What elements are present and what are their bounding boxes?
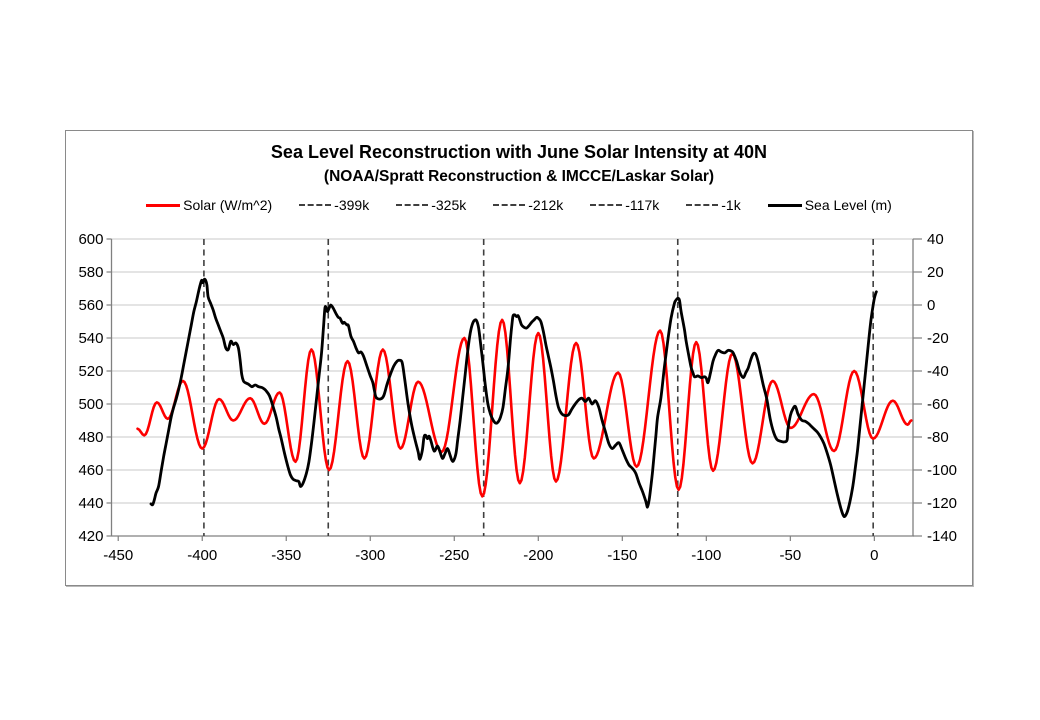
legend-label: -399k <box>334 197 370 213</box>
y-left-tick-label: 580 <box>78 264 103 281</box>
y-right-tick-label: 20 <box>927 264 944 281</box>
y-right-tick-label: 0 <box>927 297 935 314</box>
legend-dash-key-icon <box>396 204 429 206</box>
x-tick-label: -350 <box>271 547 301 564</box>
y-left-tick-label: 420 <box>78 528 103 545</box>
legend-line-key-icon <box>146 203 181 207</box>
solar-line <box>136 318 913 498</box>
legend-label: Sea Level (m) <box>804 197 892 213</box>
x-tick-label: -300 <box>355 547 385 564</box>
legend-label: -117k <box>625 197 660 213</box>
x-tick-label: -250 <box>439 547 469 564</box>
x-tick-label: -100 <box>691 547 721 564</box>
chart-subtitle: (NOAA/Spratt Reconstruction & IMCCE/Lask… <box>323 168 715 185</box>
x-tick-label: -200 <box>523 547 553 564</box>
x-tick-label: -400 <box>187 547 217 564</box>
legend-item-4: -117k <box>590 197 659 213</box>
y-left-tick-label: 560 <box>78 297 103 314</box>
y-left-tick-label: 480 <box>78 429 103 446</box>
y-right-tick-label: -80 <box>927 429 949 446</box>
legend-item-3: -212k <box>493 197 563 213</box>
y-left-tick-label: 500 <box>78 396 103 413</box>
y-left-tick-label: 540 <box>78 330 103 347</box>
legend-item-5: -1k <box>686 197 741 213</box>
chart: Sea Level Reconstruction with June Solar… <box>65 130 973 586</box>
legend-item-0: Solar (W/m^2) <box>146 197 272 213</box>
y-right-tick-label: -120 <box>927 495 957 512</box>
x-tick-label: -50 <box>779 547 801 564</box>
chart-title: Sea Level Reconstruction with June Solar… <box>270 142 768 162</box>
y-left-tick-label: 600 <box>78 231 103 248</box>
legend-item-2: -325k <box>396 197 466 213</box>
legend-dash-key-icon <box>590 204 623 206</box>
legend-dash-key-icon <box>686 204 719 206</box>
x-tick-label: -150 <box>607 547 637 564</box>
legend-label: Solar (W/m^2) <box>183 197 273 213</box>
y-right-tick-label: -60 <box>927 396 949 413</box>
y-right-tick-label: -20 <box>927 330 949 347</box>
legend-label: -1k <box>721 197 741 213</box>
legend-line-key-icon <box>767 203 802 207</box>
y-right-tick-label: -100 <box>927 462 957 479</box>
y-left-tick-label: 440 <box>78 495 103 512</box>
sea-level-line <box>149 277 878 518</box>
legend-dash-key-icon <box>493 204 526 206</box>
legend-label: -325k <box>431 197 467 213</box>
x-tick-label: -450 <box>103 547 133 564</box>
x-tick-label: 0 <box>870 547 878 564</box>
y-left-tick-label: 520 <box>78 363 103 380</box>
plot-svg: 600 580 560 540 520 500 480 460 440 420 40 20 0 -20 -4… <box>78 231 957 564</box>
legend-dash-key-icon <box>299 204 332 206</box>
y-right-tick-label: 40 <box>927 231 944 248</box>
legend-item-6: Sea Level (m) <box>767 197 892 213</box>
y-left-tick-label: 460 <box>78 462 103 479</box>
y-right-tick-label: -40 <box>927 363 949 380</box>
legend: Solar (W/m^2) -399k -325k -212k -117k -1k Sea … <box>66 197 972 213</box>
legend-item-1: -399k <box>299 197 369 213</box>
y-right-tick-label: -140 <box>927 528 957 545</box>
legend-label: -212k <box>528 197 564 213</box>
